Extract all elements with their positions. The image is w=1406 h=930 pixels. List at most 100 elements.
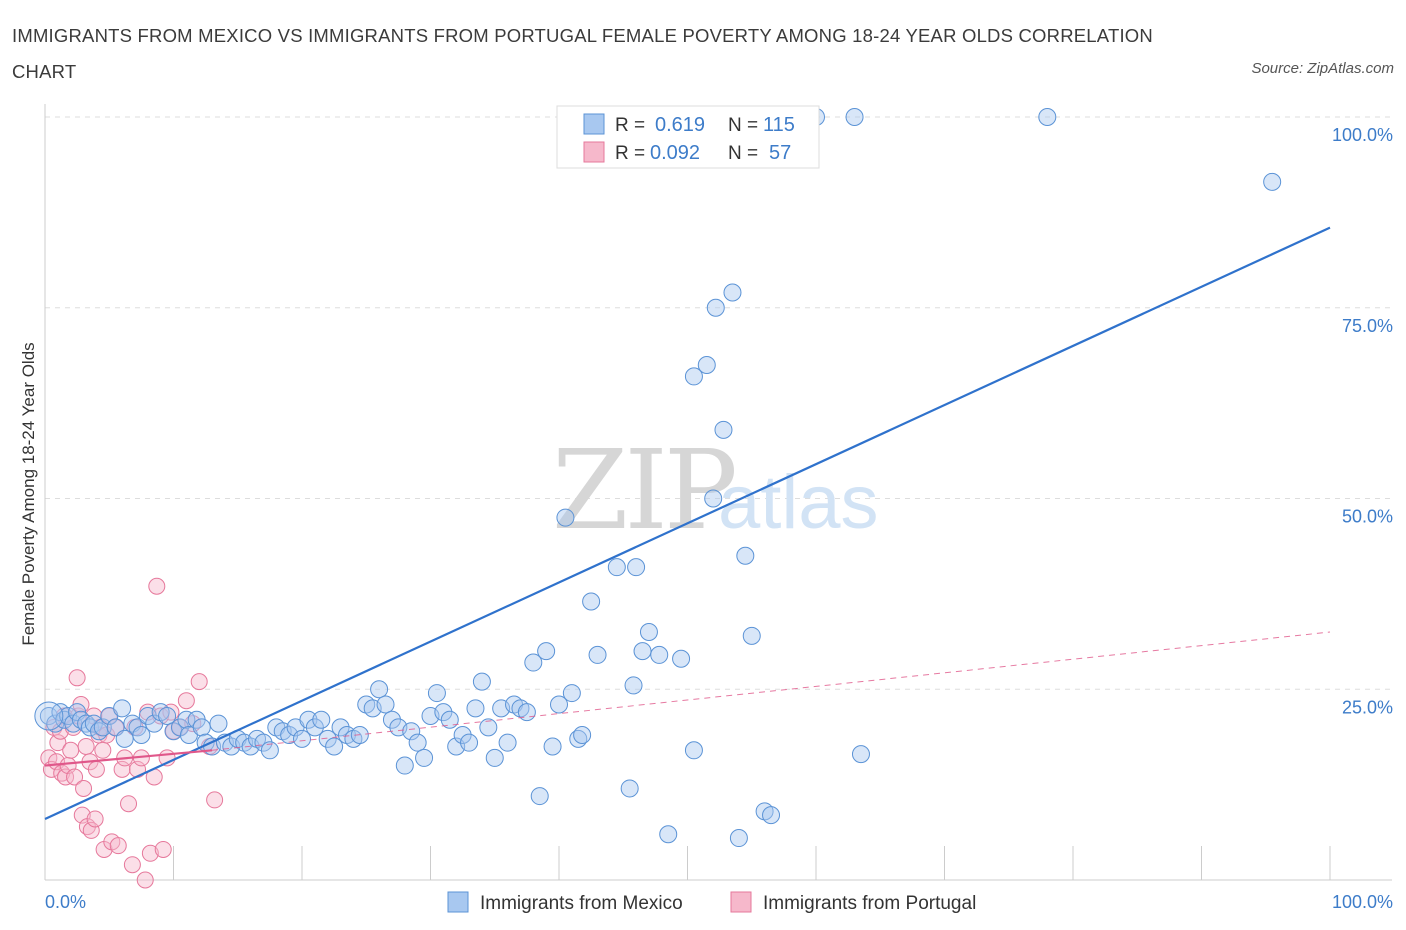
trend-lines	[44, 226, 1331, 820]
y-axis-title: Female Poverty Among 18-24 Year Olds	[19, 342, 38, 645]
series-mexico	[34, 108, 1282, 848]
legend-swatch-mexico	[583, 113, 605, 135]
point-mexico	[650, 645, 669, 664]
x-tick-labels: 0.0% 100.0%	[45, 892, 1393, 912]
point-portugal	[136, 871, 154, 889]
point-mexico	[742, 626, 761, 645]
point-mexico	[562, 684, 581, 703]
point-mexico	[415, 748, 434, 767]
point-mexico	[620, 779, 639, 798]
watermark-atlas: atlas	[718, 460, 879, 545]
legend-r-value-portugal: 0.092	[650, 142, 700, 164]
legend-swatch-portugal	[583, 141, 605, 163]
point-mexico	[485, 748, 504, 767]
point-mexico	[524, 653, 543, 672]
point-portugal	[123, 856, 141, 874]
chart-source: Source: ZipAtlas.com	[1251, 60, 1394, 77]
point-mexico	[684, 741, 703, 760]
point-portugal	[75, 779, 93, 797]
bottom-legend-label-portugal: Immigrants from Portugal	[763, 893, 976, 914]
watermark-zip: ZIP	[552, 426, 735, 554]
point-portugal	[87, 760, 105, 778]
point-mexico	[706, 298, 725, 317]
point-portugal	[162, 703, 180, 721]
y-tick-label: 25.0%	[1342, 697, 1393, 717]
point-mexico	[260, 741, 279, 760]
point-mexico	[370, 680, 389, 699]
legend-n-label-mexico: N =	[728, 115, 758, 136]
series-legend: Immigrants from Mexico Immigrants from P…	[447, 891, 976, 914]
point-mexico	[672, 649, 691, 668]
point-mexico	[762, 806, 781, 825]
point-mexico	[113, 699, 132, 718]
point-mexico	[402, 722, 421, 741]
point-mexico	[624, 676, 643, 695]
point-mexico	[1038, 108, 1057, 126]
point-mexico	[472, 672, 491, 691]
point-mexico	[607, 558, 626, 577]
point-portugal	[82, 821, 100, 839]
point-portugal	[120, 795, 138, 813]
point-portugal	[66, 768, 84, 786]
point-mexico	[550, 695, 568, 714]
y-tick-label: 75.0%	[1342, 316, 1393, 336]
point-mexico	[254, 733, 273, 752]
x-tick-label: 100.0%	[1332, 892, 1393, 912]
point-mexico	[714, 420, 733, 439]
trend-line-portugal-dashed	[211, 631, 1331, 751]
point-mexico	[312, 710, 331, 729]
point-mexico	[93, 718, 112, 737]
point-mexico	[466, 699, 485, 718]
point-portugal	[154, 840, 172, 858]
point-mexico	[639, 623, 658, 642]
point-mexico	[293, 729, 311, 748]
bottom-legend-swatch-mexico	[447, 891, 469, 913]
point-mexico	[115, 729, 134, 748]
point-mexico	[376, 695, 395, 714]
point-mexico	[209, 714, 228, 733]
x-tick-label: 0.0%	[45, 892, 86, 912]
point-portugal	[68, 669, 86, 687]
y-tick-labels: 25.0% 50.0% 75.0% 100.0%	[1332, 125, 1393, 717]
legend-n-value-mexico: 115	[763, 114, 795, 136]
legend-r-label-mexico: R =	[615, 115, 645, 136]
point-mexico	[192, 718, 211, 737]
bottom-legend-label-mexico: Immigrants from Mexico	[480, 893, 683, 914]
point-mexico	[427, 684, 446, 703]
point-mexico	[543, 737, 562, 756]
point-mexico	[498, 733, 517, 752]
point-mexico	[633, 642, 652, 661]
point-mexico	[736, 546, 755, 565]
point-mexico	[318, 729, 337, 748]
point-mexico	[408, 733, 427, 752]
point-portugal	[62, 741, 80, 759]
point-mexico	[723, 283, 742, 302]
point-mexico	[684, 367, 703, 386]
point-mexico	[177, 710, 196, 729]
grid	[45, 116, 1392, 690]
point-mexico	[704, 489, 723, 508]
point-mexico	[537, 642, 556, 661]
point-mexico	[331, 718, 350, 737]
point-mexico	[573, 726, 592, 745]
legend-r-label-portugal: R =	[615, 143, 645, 164]
chart-title: IMMIGRANTS FROM MEXICO VS IMMIGRANTS FRO…	[12, 25, 1153, 82]
point-portugal	[148, 577, 166, 595]
point-mexico	[530, 787, 549, 806]
watermark: ZIP atlas	[552, 426, 879, 554]
point-portugal	[94, 741, 112, 759]
point-mexico	[39, 706, 58, 725]
point-mexico	[305, 718, 324, 737]
point-mexico	[627, 558, 646, 577]
point-portugal	[77, 737, 95, 755]
y-tick-label: 50.0%	[1342, 507, 1393, 527]
point-mexico	[582, 592, 601, 611]
trend-line-portugal	[44, 749, 213, 767]
point-mexico	[132, 726, 151, 745]
point-mexico	[325, 737, 344, 756]
point-mexico	[395, 756, 414, 775]
point-mexico	[697, 355, 716, 374]
point-mexico	[729, 829, 748, 848]
point-mexico	[440, 710, 459, 729]
